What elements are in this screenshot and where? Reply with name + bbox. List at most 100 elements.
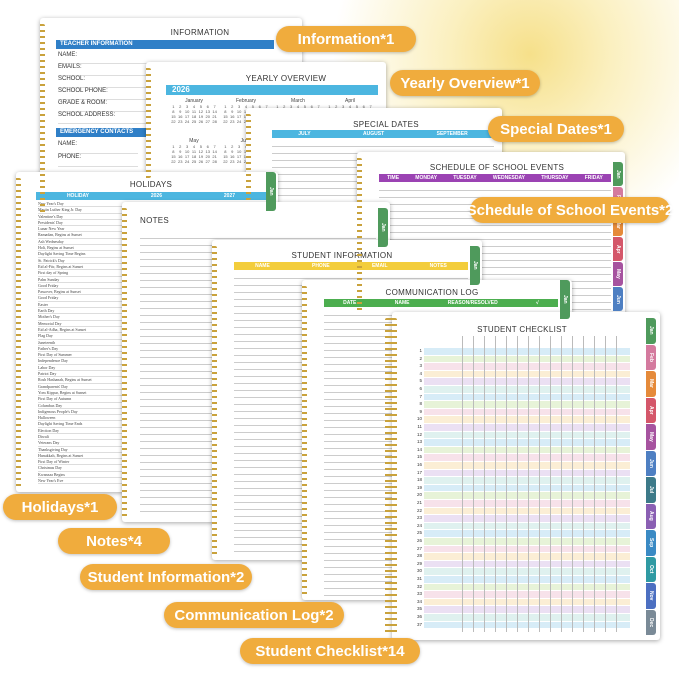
column-header: SEPTEMBER — [436, 131, 468, 137]
day-number: 27 — [205, 159, 210, 164]
checklist-row — [424, 606, 630, 613]
month-tab-may[interactable]: May — [613, 262, 623, 286]
checklist-column — [561, 336, 562, 632]
holiday-item: Diwali — [38, 434, 128, 441]
holiday-item: Mother's Day — [38, 314, 128, 321]
holiday-item: Thanksgiving Day — [38, 447, 128, 453]
month-tabs: Jan — [378, 208, 388, 248]
month-tab-sep[interactable]: Sep — [646, 530, 656, 556]
day-number: 1 — [224, 104, 227, 109]
checklist-row — [424, 431, 630, 439]
special-title: SPECIAL DATES — [353, 120, 419, 129]
column-header: TIME — [387, 175, 400, 181]
holiday-item: Good Friday — [38, 295, 128, 302]
column-header: AUGUST — [363, 131, 385, 137]
month-tab-mar[interactable]: Mar — [613, 212, 623, 236]
spiral-binding — [122, 208, 127, 518]
row-number: 2 — [419, 355, 422, 361]
checklist-row — [424, 484, 630, 492]
month-tab-may[interactable]: May — [646, 424, 656, 450]
month-tab-apr[interactable]: Apr — [646, 397, 656, 423]
month-tab-feb[interactable]: Feb — [646, 344, 656, 370]
row-number: 1 — [419, 348, 422, 353]
month-tab-apr[interactable]: Apr — [613, 237, 623, 261]
day-number: 17 — [184, 114, 190, 119]
day-number: 6 — [206, 144, 209, 149]
day-number: 15 — [171, 154, 176, 159]
month-name: May — [189, 138, 199, 144]
row-number: 35 — [416, 606, 422, 612]
info-field-label: PHONE: — [58, 154, 138, 167]
teacher-fields: NAME: EMAILS: SCHOOL: SCHOOL PHONE: GRADE & … — [58, 52, 258, 124]
day-number: 28 — [212, 119, 217, 124]
month-tab-oct[interactable]: Oct — [646, 556, 656, 582]
month-tab-jan[interactable]: Jan — [378, 208, 388, 247]
row-number: 24 — [416, 522, 422, 528]
column-header: 2026 — [150, 193, 162, 199]
month-tab-jan[interactable]: Jan — [560, 280, 570, 319]
column-header: NOTES — [429, 263, 447, 269]
student-checklist-page: STUDENT CHECKLIST 1 2 3 4 5 6 7 8 9 10 11 12 13 14 15 1… — [385, 312, 660, 640]
checklist-row — [424, 507, 630, 515]
row-number: 14 — [416, 446, 422, 452]
month-tab-nov[interactable]: Nov — [646, 583, 656, 609]
checklist-row — [424, 462, 630, 469]
holiday-item: First Day of Winter — [38, 459, 128, 466]
checklist-grid: 1 2 3 4 5 6 7 8 9 10 11 12 13 14 15 16 17 18 19 20 21 22 23 24 2… — [410, 336, 632, 634]
day-number: 10 — [184, 149, 190, 154]
day-number: 13 — [205, 149, 210, 154]
day-number: 19 — [198, 114, 204, 119]
holiday-item: New Year's Eve — [38, 478, 128, 485]
month-tab-jan[interactable]: Jan — [470, 246, 480, 285]
month-tab-jul[interactable]: Jul — [646, 477, 656, 503]
emergency-header: EMERGENCY CONTACTS — [56, 128, 146, 137]
day-number: 23 — [230, 159, 235, 164]
day-number: 23 — [178, 119, 183, 124]
teacher-info-header: TEACHER INFORMATION — [56, 40, 274, 49]
day-number: 10 — [236, 149, 242, 154]
checklist-row — [424, 446, 630, 454]
month-tab-jun[interactable]: Jun — [613, 287, 623, 311]
day-number: 4 — [192, 104, 196, 109]
day-number: 2 — [231, 104, 234, 109]
day-number: 4 — [192, 144, 196, 149]
day-number: 24 — [236, 119, 242, 124]
month-tab-aug[interactable]: Aug — [646, 503, 656, 529]
checklist-row — [424, 576, 630, 583]
month-tab-jan[interactable]: Jan — [266, 172, 276, 211]
column-header: REASON/RESOLVED — [447, 300, 498, 306]
student-checklist-label: Student Checklist*14 — [240, 638, 420, 664]
holiday-item: Independence Day — [38, 358, 128, 365]
spiral-binding — [302, 286, 307, 596]
checklist-row — [424, 378, 630, 385]
day-number: 10 — [236, 109, 242, 114]
day-number: 22 — [223, 159, 228, 164]
month-tab-jan[interactable]: Jan — [613, 162, 623, 186]
holiday-item: Valentine's Day — [38, 214, 128, 220]
checklist-row — [424, 614, 630, 621]
day-number: 1 — [172, 104, 175, 109]
month-tab-dec[interactable]: Dec — [646, 609, 656, 635]
row-number: 9 — [419, 408, 422, 414]
holiday-item: Holi, Begins at Sunset — [38, 245, 128, 252]
month-tab-jan[interactable]: Jan — [646, 318, 656, 344]
day-number: 13 — [205, 109, 210, 114]
month-tab-jun[interactable]: Jun — [646, 450, 656, 476]
row-number: 26 — [416, 538, 422, 543]
day-number: 12 — [198, 149, 204, 154]
column-header: 2027 — [223, 193, 236, 199]
month-tab-mar[interactable]: Mar — [646, 371, 656, 397]
day-number: 27 — [205, 119, 210, 124]
day-number: 14 — [212, 109, 217, 114]
day-number: 25 — [191, 159, 197, 164]
day-number: 5 — [303, 104, 306, 109]
holiday-item: Ash Wednesday — [38, 239, 128, 246]
checklist-row — [424, 393, 630, 401]
row-number: 6 — [419, 386, 422, 391]
month-name: March — [291, 98, 305, 104]
day-number: 4 — [243, 144, 250, 149]
checklist-column — [495, 336, 496, 632]
yearly-title: YEARLY OVERVIEW — [245, 74, 327, 83]
student-info-header: NAME PHONE EMAIL NOTES — [234, 262, 468, 270]
